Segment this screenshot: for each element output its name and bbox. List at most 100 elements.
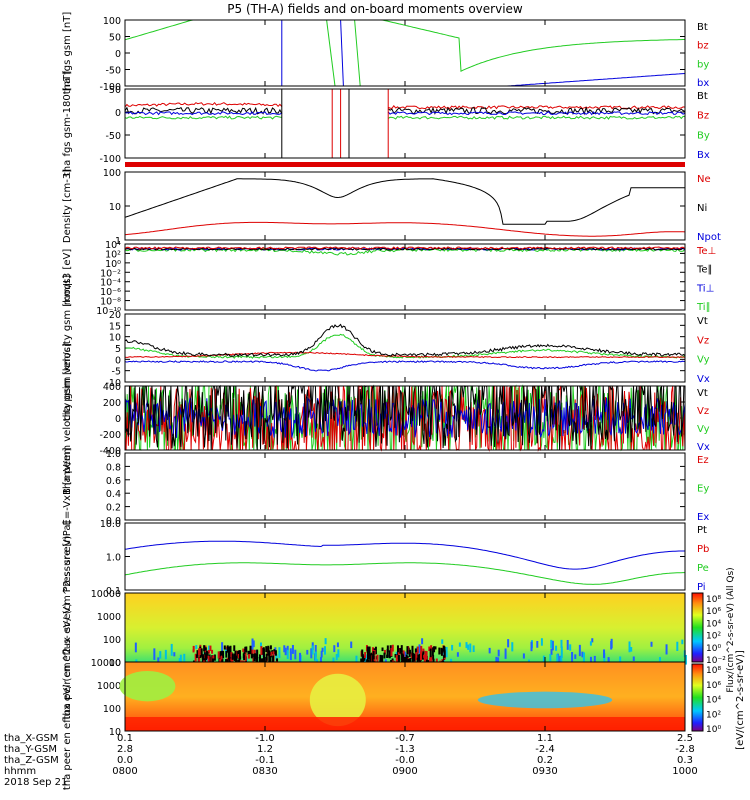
panel-5-ytick: 15 xyxy=(109,321,121,332)
panel-1-ytick: -50 xyxy=(105,66,121,77)
series-by-spike xyxy=(326,19,336,87)
ion-spectrogram-pixel xyxy=(335,653,338,661)
ion-spectrogram-pixel xyxy=(194,653,197,662)
ion-spectrogram-pixel xyxy=(406,650,409,655)
ion-spectrogram-pixel xyxy=(560,646,563,658)
ion-spectrogram-pixel xyxy=(425,655,428,665)
panel-4-ytick: 10⁻¹⁰ xyxy=(96,306,121,317)
ion-spectrogram-pixel xyxy=(200,648,203,657)
series-ni xyxy=(124,178,685,225)
legend-te⊥: Te⊥ xyxy=(696,246,716,257)
panel-2-ytick: -100 xyxy=(99,154,121,165)
ion-spectrogram-pixel xyxy=(262,648,265,653)
panel-1-ytick: 50 xyxy=(109,33,121,44)
ion-spectrogram-pixel xyxy=(555,645,558,651)
panel-7-frame xyxy=(124,452,686,521)
panel-7-ytick: 0.6 xyxy=(106,476,121,487)
ion-spectrogram-pixel xyxy=(367,651,370,660)
panel-5-ytick: 20 xyxy=(109,310,121,321)
ephemeris-value: 0.2 xyxy=(537,755,553,766)
ion-spectrogram-pixel xyxy=(419,658,422,663)
ion-spectrogram-pixel xyxy=(235,654,238,663)
series-vz xyxy=(124,385,686,452)
ion-spectrogram-pixel xyxy=(401,654,404,664)
ion-spectrogram-pixel xyxy=(507,639,510,648)
colorbar-tick: 10⁶ xyxy=(706,607,721,617)
ion-spectrogram-pixel xyxy=(221,642,224,654)
ion-spectrogram-pixel xyxy=(530,641,533,652)
ion-spectrogram-pixel xyxy=(560,639,563,648)
ion-spectrogram-pixel xyxy=(261,658,264,663)
ion-spectrogram-pixel xyxy=(511,642,514,652)
ion-spectrogram-pixel xyxy=(272,651,275,655)
legend-bt: Bt xyxy=(697,91,708,102)
ion-spectrogram-pixel xyxy=(252,640,255,648)
ion-spectrogram-pixel xyxy=(203,650,206,657)
ion-spectrogram-pixel xyxy=(589,656,592,666)
ion-spectrogram-pixel xyxy=(414,648,417,654)
legend-vy: Vy xyxy=(697,355,710,366)
series-pi xyxy=(124,540,685,570)
panel-8: Pressure [nPa] 10.0 1.0 0.1 Pt Pb Pe Pi xyxy=(62,519,709,597)
ion-spectrogram-pixel xyxy=(379,654,382,662)
ion-spectrogram-pixel xyxy=(153,648,156,660)
ion-spectrogram-pixel xyxy=(164,649,167,660)
panel-2-frame xyxy=(124,88,686,159)
panel-6-ytick: 0 xyxy=(115,414,121,425)
ion-spectrogram-pixel xyxy=(603,653,606,664)
ion-spectrogram-pixel xyxy=(397,655,400,664)
legend-vt: Vt xyxy=(697,316,708,327)
ion-spectrogram-pixel xyxy=(265,653,268,661)
ion-spectrogram-pixel xyxy=(230,652,233,658)
ion-spectrogram-background xyxy=(125,593,685,662)
ion-spectrogram-pixel xyxy=(400,645,403,653)
ion-spectrogram-pixel xyxy=(429,648,432,658)
panel-6-data xyxy=(124,384,686,452)
ion-spectrogram-pixel xyxy=(581,651,584,658)
electron-spectrogram-region xyxy=(309,673,366,727)
ion-spectrogram-pixel xyxy=(196,650,199,657)
ion-spectrogram-pixel xyxy=(278,647,281,658)
panel-5-ytick: 0 xyxy=(115,355,121,366)
ion-spectrogram-pixel xyxy=(208,645,211,654)
ion-spectrogram-pixel xyxy=(271,650,274,655)
ion-spectrogram-pixel xyxy=(248,654,251,658)
ion-spectrogram-pixel xyxy=(422,653,425,660)
ion-spectrogram-pixel xyxy=(238,650,241,654)
ion-spectrogram-pixel xyxy=(582,652,585,662)
series-by-spike xyxy=(354,19,361,87)
panel-7: E=-VxB [mV/m] 1.0 0.8 0.6 0.4 0.2 0.0 Ez Ey Ex xyxy=(62,447,709,527)
series-bx2 xyxy=(124,111,283,116)
ion-spectrogram-pixel xyxy=(386,649,389,658)
ion-spectrogram-pixel xyxy=(415,652,418,661)
panel-6-ytick: 200 xyxy=(103,398,121,409)
ion-spectrogram-pixel xyxy=(432,655,435,660)
ion-spectrogram-pixel xyxy=(247,650,250,656)
colorbar-tick: 10⁸ xyxy=(706,666,721,676)
ion-spectrogram-pixel xyxy=(314,651,317,661)
ion-spectrogram-pixel xyxy=(413,653,416,662)
colorbar-2 xyxy=(691,663,704,732)
panel-10-ytick: 10000 xyxy=(91,658,121,669)
electron-spectrogram-region xyxy=(119,670,176,702)
ion-spectrogram-pixel xyxy=(259,654,262,659)
legend-ti⊥: Ti⊥ xyxy=(696,283,714,294)
ion-spectrogram-pixel xyxy=(411,654,414,664)
panel-7-ytick: 0.8 xyxy=(106,462,121,473)
ion-spectrogram-pixel xyxy=(159,651,162,659)
panel-1-ytick: 100 xyxy=(103,16,121,27)
panel-2-ytick: -50 xyxy=(105,131,121,142)
panel-9-ytick: 1000 xyxy=(97,612,121,623)
ion-spectrogram-pixel xyxy=(274,650,277,656)
ephemeris-label-tha_x-gsm: tha_X-GSM xyxy=(4,733,58,744)
ion-spectrogram-pixel xyxy=(578,644,581,657)
legend-bz: bz xyxy=(697,41,709,52)
ion-spectrogram-pixel xyxy=(217,651,220,659)
panel-5-ytick: 5 xyxy=(115,344,121,355)
ion-spectrogram-pixel xyxy=(360,658,363,662)
ion-spectrogram-pixel xyxy=(205,654,208,661)
ion-spectrogram-pixel xyxy=(488,647,491,654)
ephemeris-label-tha_y-gsm: tha_Y-GSM xyxy=(4,744,57,755)
ion-spectrogram-pixel xyxy=(441,648,444,653)
ion-spectrogram-pixel xyxy=(589,641,592,646)
